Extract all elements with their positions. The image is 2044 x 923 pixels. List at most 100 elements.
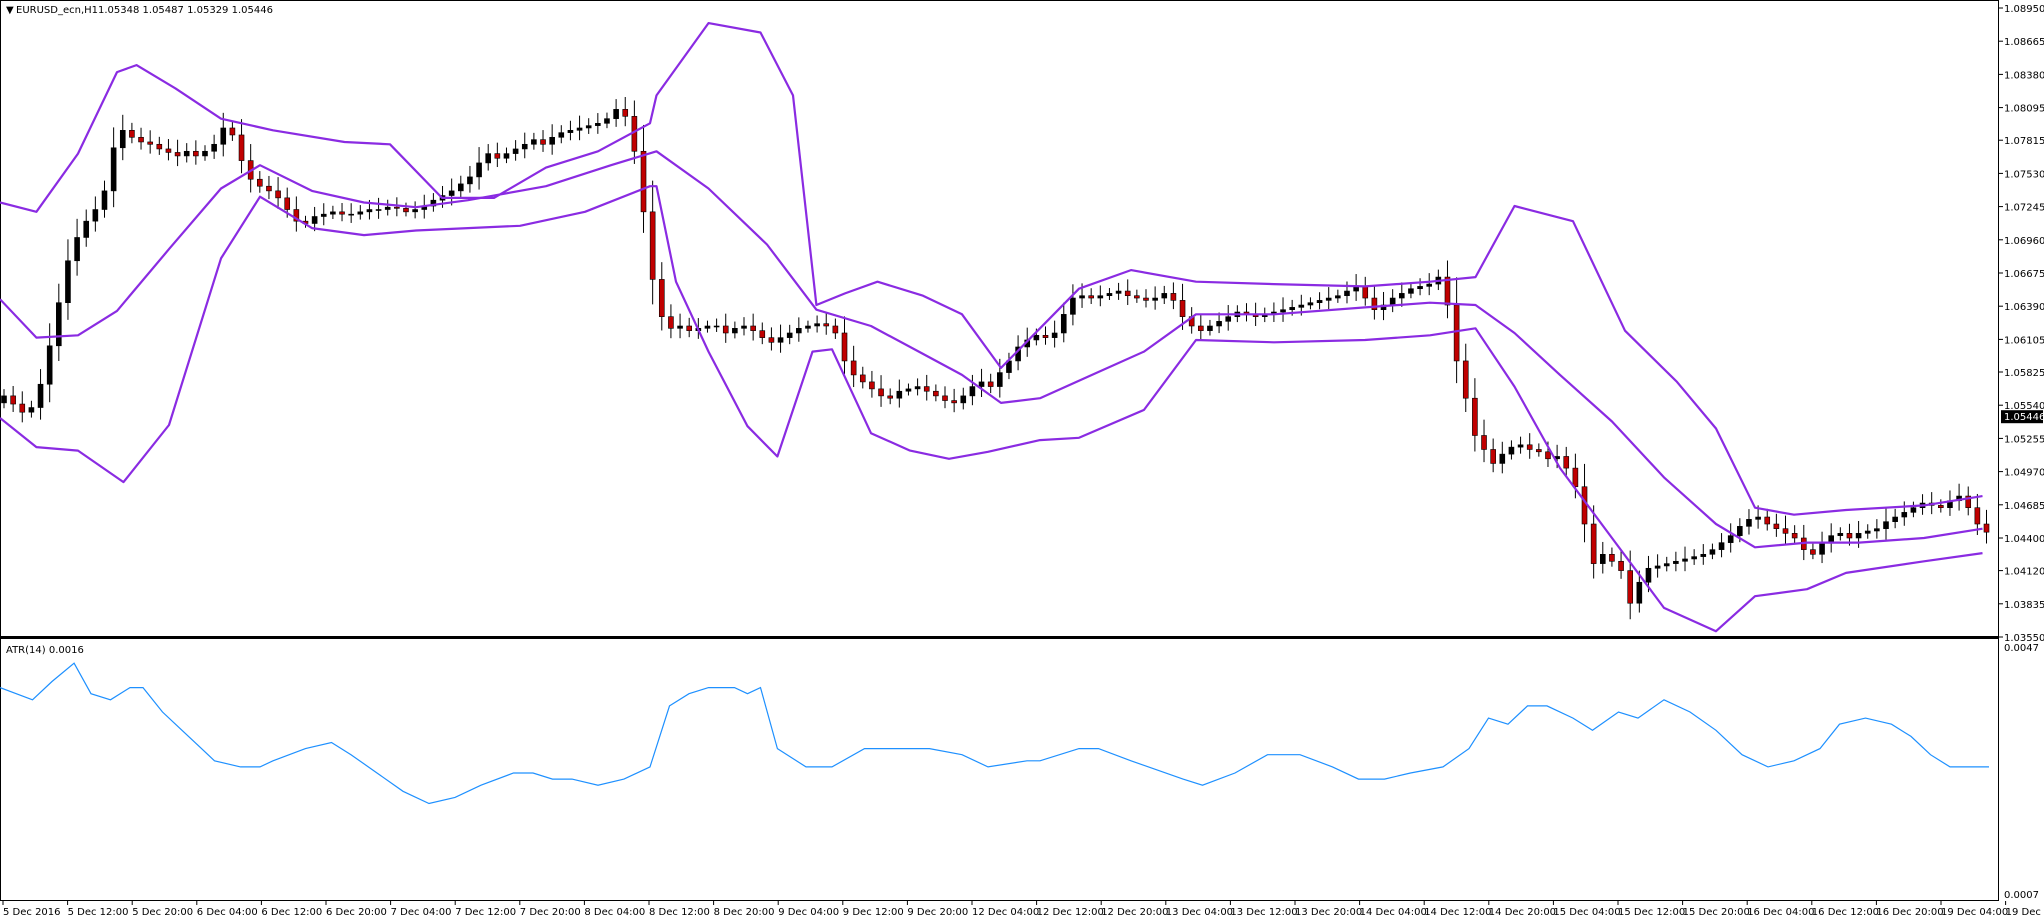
candle-body	[1536, 449, 1542, 453]
candle	[448, 178, 455, 206]
candle-body	[1609, 553, 1615, 562]
bollinger-upper-band	[0, 22, 1983, 516]
candle-body	[722, 325, 729, 334]
candle	[293, 196, 300, 232]
candle	[412, 201, 418, 219]
candle-body	[183, 150, 190, 157]
current-price-label: 1.05446	[2004, 412, 2044, 423]
current-price-tag: 1.05446	[2001, 410, 2044, 424]
candle	[896, 379, 903, 408]
candle-body	[1462, 360, 1469, 399]
candle-body	[74, 237, 80, 262]
candle-body	[1599, 553, 1606, 564]
candle	[1335, 289, 1341, 303]
candle	[850, 345, 857, 388]
candle-body	[759, 330, 766, 338]
candle-body	[1846, 533, 1853, 539]
candle-body	[905, 388, 912, 392]
candle	[37, 369, 44, 420]
candle	[193, 140, 199, 165]
candle-body	[1700, 553, 1707, 557]
candle	[1654, 554, 1661, 578]
dropdown-arrow-icon[interactable]: ▼	[6, 5, 14, 16]
candle-body	[1042, 335, 1049, 338]
time-tick-label: 13 Dec 04:00	[1166, 907, 1233, 918]
candle-body	[1691, 556, 1697, 560]
candle	[512, 140, 519, 161]
candle-body	[914, 386, 921, 390]
candle-body	[613, 109, 619, 119]
candle-body	[1499, 453, 1506, 464]
candle	[1618, 551, 1624, 579]
candle-body	[585, 125, 592, 129]
candle-body	[1791, 533, 1798, 539]
candle	[987, 373, 994, 394]
candle-body	[1727, 535, 1734, 543]
candle-body	[960, 395, 967, 404]
candle	[56, 283, 62, 361]
candle-body	[1280, 309, 1286, 313]
candle-body	[978, 381, 985, 387]
candle	[951, 388, 957, 413]
candle	[923, 374, 930, 401]
candle	[467, 165, 473, 193]
candle	[613, 99, 619, 127]
candle-body	[275, 190, 281, 199]
time-axis: 5 Dec 2016 5 Dec 12:00 5 Dec 20:00 6 Dec 04…	[2, 901, 2044, 918]
candle	[768, 327, 775, 351]
candle-body	[1316, 300, 1323, 303]
candle	[1673, 551, 1679, 572]
candle-body	[1225, 316, 1232, 322]
atr-plot-area[interactable]	[0, 662, 1989, 805]
candle	[1481, 419, 1487, 463]
candle	[1892, 508, 1898, 529]
candle-body	[1910, 507, 1917, 513]
candle-body	[1572, 467, 1579, 488]
candle	[750, 313, 756, 341]
time-tick-label: 16 Dec 04:00	[1747, 907, 1814, 918]
candle-body	[1325, 297, 1332, 301]
candle-body	[211, 143, 217, 152]
candle	[686, 317, 692, 338]
candle-body	[83, 220, 90, 238]
candle	[531, 132, 537, 150]
candle-body	[1810, 549, 1816, 555]
candle-body	[412, 209, 418, 213]
candle	[1106, 288, 1113, 300]
candle-body	[1627, 570, 1633, 604]
candle-body	[969, 386, 976, 397]
candle	[960, 387, 967, 410]
main-plot-area[interactable]	[0, 22, 1990, 633]
candle-body	[1088, 295, 1094, 299]
candle	[1791, 525, 1798, 545]
candle	[1764, 508, 1771, 531]
time-tick-label: 12 Dec 20:00	[1101, 907, 1168, 918]
candle-body	[65, 260, 71, 303]
candle	[330, 205, 336, 220]
candle-body	[129, 130, 135, 138]
candle	[604, 112, 610, 129]
candle	[1444, 260, 1451, 319]
candle-body	[1545, 451, 1551, 460]
candle	[1883, 507, 1889, 540]
candle	[1280, 297, 1286, 322]
candle	[1864, 524, 1871, 539]
price-tick-label: 1.04120	[2004, 567, 2044, 578]
candle	[1773, 513, 1780, 537]
candle-body	[1417, 286, 1423, 290]
time-tick-label: 8 Dec 12:00	[649, 907, 710, 918]
time-tick-label: 5 Dec 20:00	[132, 907, 193, 918]
candle	[357, 205, 364, 220]
bollinger-middle-band	[0, 150, 1983, 549]
candle-body	[1398, 293, 1405, 299]
candle	[713, 318, 720, 332]
candle-body	[56, 302, 62, 347]
price-tick-label: 1.04970	[2004, 468, 2044, 479]
candle-body	[1371, 297, 1378, 310]
candle	[1526, 433, 1533, 459]
candle	[1170, 282, 1177, 310]
candle	[1161, 285, 1168, 305]
candle-body	[1883, 521, 1889, 529]
